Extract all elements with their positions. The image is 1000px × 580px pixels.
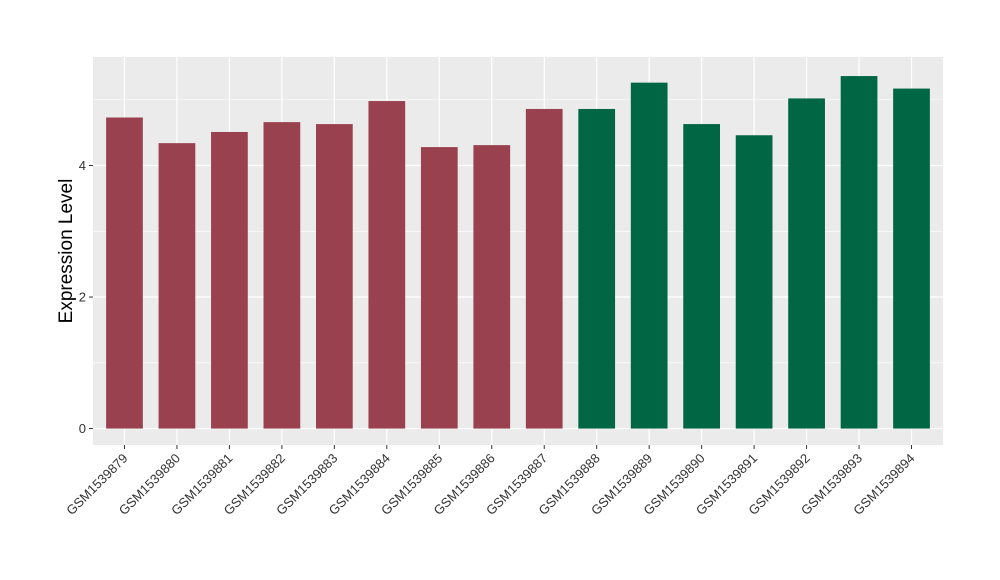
- bar-GSM1539886: [473, 145, 511, 429]
- y-tick-label: 2: [79, 290, 86, 305]
- bar-GSM1539887: [525, 108, 563, 429]
- bar-GSM1539890: [683, 124, 721, 429]
- bars: [106, 76, 930, 429]
- bar-GSM1539885: [420, 147, 458, 429]
- bar-GSM1539888: [578, 108, 616, 429]
- x-axis: GSM1539879GSM1539880GSM1539881GSM1539882…: [63, 445, 918, 518]
- bar-GSM1539884: [368, 101, 406, 429]
- bar-GSM1539883: [315, 124, 353, 429]
- bar-GSM1539894: [893, 88, 930, 429]
- bar-GSM1539880: [158, 143, 196, 429]
- y-tick-label: 4: [79, 158, 86, 173]
- bar-GSM1539892: [788, 98, 825, 429]
- bar-GSM1539882: [263, 122, 301, 429]
- bar-GSM1539889: [630, 82, 668, 429]
- bar-GSM1539893: [840, 76, 878, 429]
- y-axis: 0 2 4: [79, 158, 93, 436]
- y-tick-label: 0: [79, 421, 86, 436]
- y-axis-title: Expression Level: [56, 179, 77, 324]
- bar-GSM1539879: [106, 117, 143, 429]
- bar-GSM1539881: [211, 131, 248, 429]
- bar-GSM1539891: [735, 135, 773, 429]
